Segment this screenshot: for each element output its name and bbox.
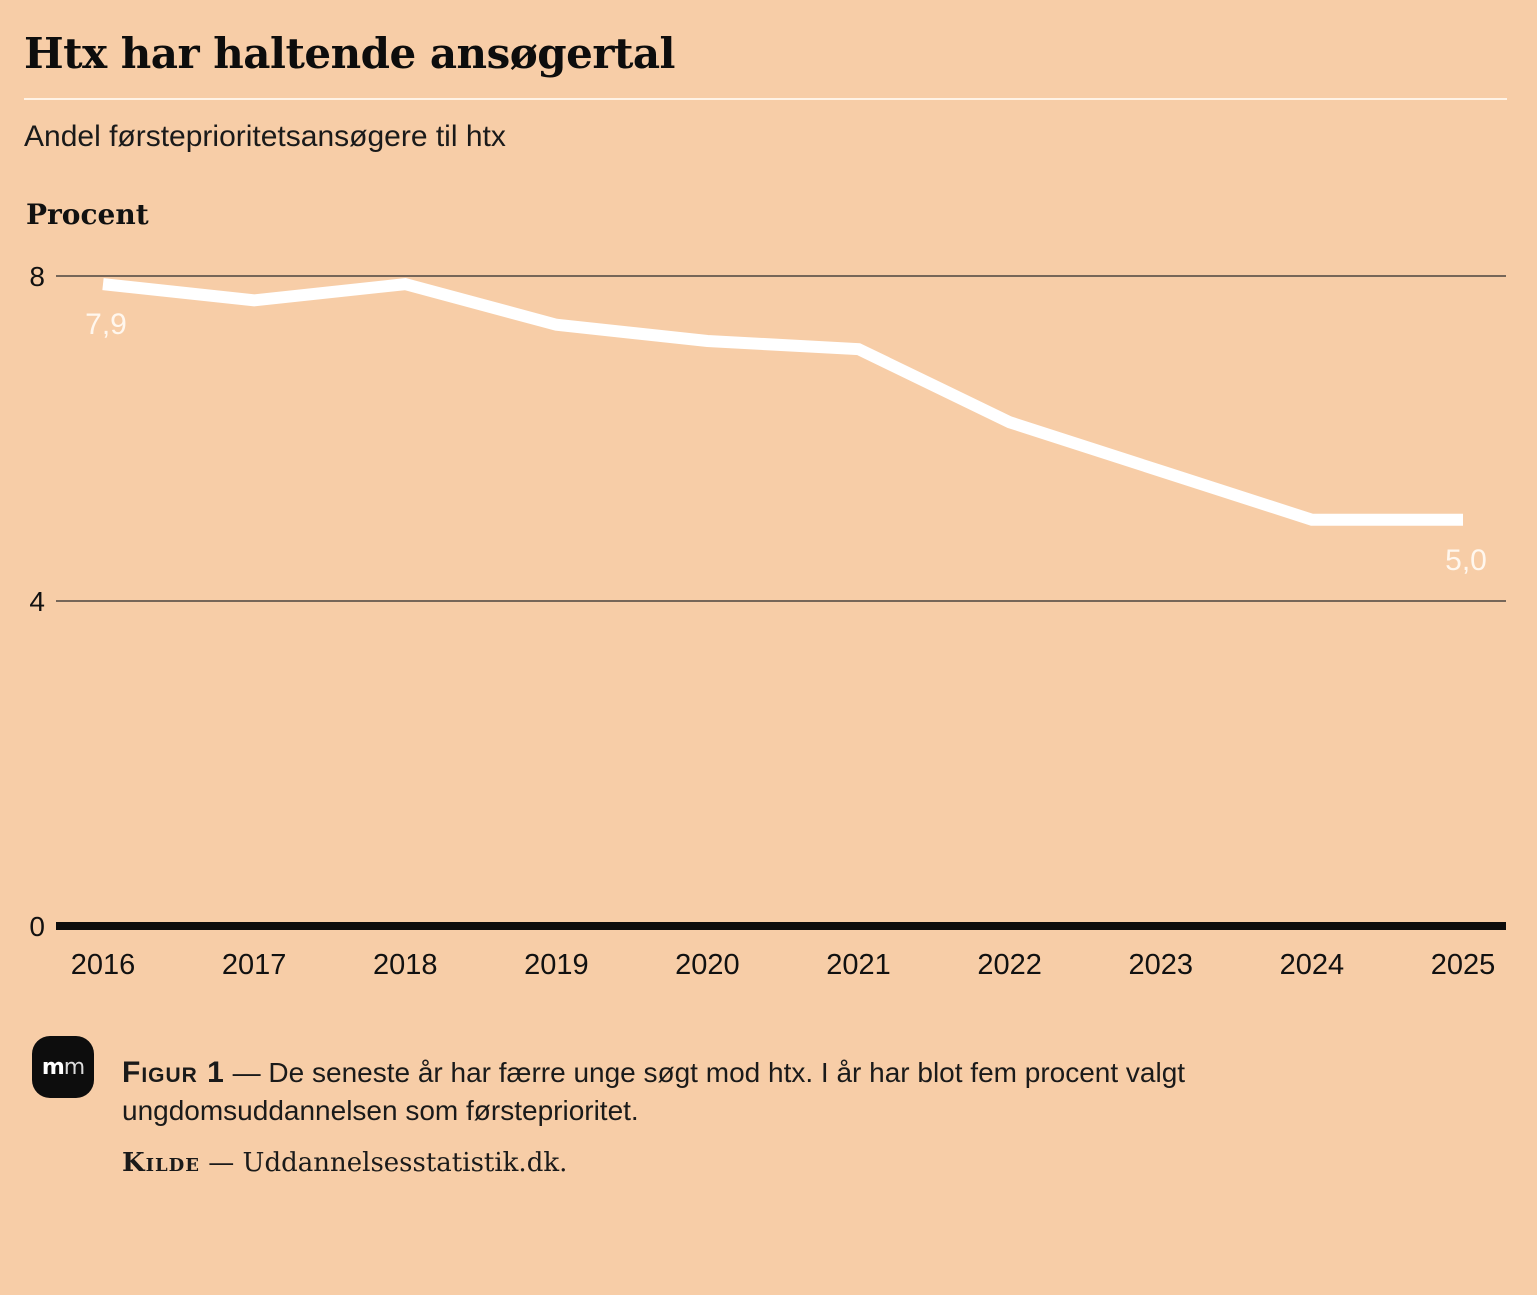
y-axis-ticks: 0 4 8 [29, 261, 45, 942]
x-tick-label: 2025 [1431, 949, 1496, 981]
y-tick-label: 4 [29, 586, 45, 617]
data-label: 7,9 [85, 308, 127, 341]
gridlines [56, 275, 1506, 930]
x-tick-label: 2023 [1129, 949, 1194, 981]
series-group [102, 278, 1464, 526]
data-label: 5,0 [1445, 544, 1487, 577]
x-tick-label: 2020 [675, 949, 740, 981]
chart-subtitle: Andel førsteprioritetsansøgere til htx [24, 120, 506, 153]
line-chart: Procent 048 7,95,0 2016 2017 2018 2019 2020 2… [26, 198, 1506, 981]
x-tick-label: 2018 [373, 949, 438, 981]
logo-letter: m [41, 1054, 65, 1080]
figure-label: Figur 1 [122, 1056, 225, 1089]
source-text: Uddannelsesstatistik.dk. [242, 1148, 568, 1178]
data-labels: 7,9 5,0 [85, 308, 1487, 577]
source-note: Kilde — Uddannelsesstatistik.dk. [122, 1146, 567, 1180]
x-tick-label: 2019 [524, 949, 589, 981]
figure-caption: Figur 1 — De seneste år har færre unge s… [122, 1054, 1422, 1130]
series-line [102, 278, 1463, 526]
y-tick-label: 8 [29, 261, 45, 292]
source-label: Kilde [122, 1148, 201, 1178]
y-axis-label: Procent [26, 198, 149, 231]
x-tick-label: 2024 [1280, 949, 1345, 981]
x-tick-label: 2017 [222, 949, 287, 981]
source-dash: — [200, 1148, 243, 1178]
x-tick-label: 2021 [826, 949, 891, 981]
title-divider [24, 98, 1507, 100]
x-axis-ticks: 2016 2017 2018 2019 2020 2021 2022 2023 2024 2025 [71, 949, 1496, 981]
caption-dash: — [224, 1057, 269, 1088]
x-tick-label: 2022 [977, 949, 1042, 981]
logo-letter-light: m [63, 1054, 85, 1080]
y-tick-label: 0 [29, 911, 45, 942]
caption-text: De seneste år har færre unge søgt mod ht… [122, 1057, 1186, 1126]
x-tick-label: 2016 [71, 949, 136, 981]
chart-title: Htx har haltende ansøgertal [24, 29, 676, 78]
